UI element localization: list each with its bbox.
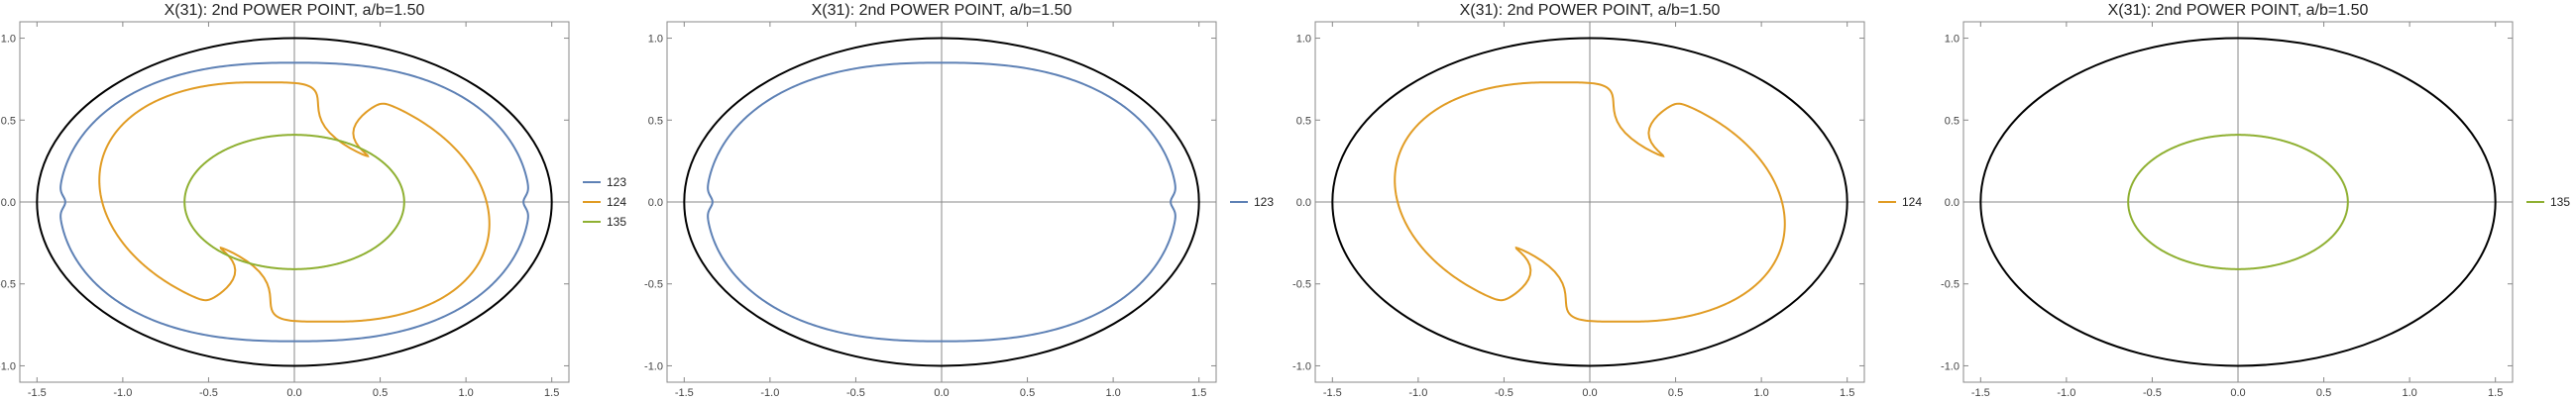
y-tick-label: 0.0 xyxy=(1945,197,1960,209)
y-tick-label: 0.5 xyxy=(1296,115,1311,127)
y-tick-label: -1.0 xyxy=(1292,360,1311,372)
y-tick-label: 0.0 xyxy=(1296,197,1311,209)
legend-label-135: 135 xyxy=(2550,195,2570,209)
x-tick-label: 0.0 xyxy=(934,387,949,399)
x-tick-label: 0.5 xyxy=(2316,387,2331,399)
y-tick-label: 0.5 xyxy=(1945,115,1960,127)
x-tick-label: 1.0 xyxy=(1105,387,1120,399)
x-tick-label: -1.5 xyxy=(1971,387,1990,399)
y-tick-label: -0.5 xyxy=(1941,279,1960,291)
x-tick-label: 1.0 xyxy=(1753,387,1768,399)
x-tick-label: 0.0 xyxy=(286,387,301,399)
x-tick-label: 0.5 xyxy=(373,387,388,399)
x-tick-label: 0.0 xyxy=(2230,387,2245,399)
series-line-135 xyxy=(2127,134,2349,270)
x-tick-label: -1.0 xyxy=(1408,387,1427,399)
x-tick-label: 1.5 xyxy=(2488,387,2503,399)
chart-panel-3: X(31): 2nd POWER POINT, a/b=1.50 -1.5 -1.0… xyxy=(1292,2,1922,399)
y-tick-label: 1.0 xyxy=(1945,34,1960,46)
chart-panel-2: X(31): 2nd POWER POINT, a/b=1.50 -1.5 -1.0… xyxy=(644,2,1274,399)
y-tick-label: -1.0 xyxy=(0,360,16,372)
legend-label-135: 135 xyxy=(607,215,626,229)
x-tick-label: -1.5 xyxy=(1323,387,1342,399)
chart-title: X(31): 2nd POWER POINT, a/b=1.50 xyxy=(812,2,1072,19)
x-tick-label: 1.5 xyxy=(1840,387,1854,399)
x-tick-label: -1.5 xyxy=(28,387,47,399)
reference-ellipse xyxy=(1331,37,1848,367)
y-tick-label: -1.0 xyxy=(644,360,663,372)
x-tick-label: -1.0 xyxy=(2057,387,2075,399)
reference-ellipse xyxy=(683,37,1200,367)
chart-title: X(31): 2nd POWER POINT, a/b=1.50 xyxy=(165,2,425,19)
y-tick-label: -0.5 xyxy=(644,279,663,291)
y-tick-label: 0.5 xyxy=(648,115,663,127)
reference-ellipse xyxy=(36,37,553,367)
y-tick-label: 0.0 xyxy=(1,197,16,209)
x-tick-label: -1.5 xyxy=(675,387,694,399)
x-tick-label: 0.5 xyxy=(1020,387,1035,399)
x-tick-label: -0.5 xyxy=(1495,387,1513,399)
legend-label-123: 123 xyxy=(607,175,626,189)
legend-label-124: 124 xyxy=(607,195,626,209)
chart-panel-1: X(31): 2nd POWER POINT, a/b=1.50 -1.5 -1.0… xyxy=(0,2,626,399)
x-tick-label: -0.5 xyxy=(199,387,218,399)
y-tick-label: 0.0 xyxy=(648,197,663,209)
x-tick-label: -0.5 xyxy=(846,387,865,399)
y-tick-label: 1.0 xyxy=(648,34,663,46)
x-tick-label: -0.5 xyxy=(2143,387,2162,399)
x-tick-label: 1.5 xyxy=(1191,387,1206,399)
y-tick-label: 1.0 xyxy=(1,34,16,46)
x-tick-label: 1.0 xyxy=(2402,387,2416,399)
x-tick-label: -1.0 xyxy=(760,387,779,399)
series-line-123 xyxy=(707,61,1176,343)
legend-label-124: 124 xyxy=(1902,195,1922,209)
chart-panel-4: X(31): 2nd POWER POINT, a/b=1.50 -1.5 -1.0… xyxy=(1941,2,2570,399)
x-tick-label: 0.5 xyxy=(1668,387,1683,399)
y-tick-label: -0.5 xyxy=(0,279,16,291)
chart-title: X(31): 2nd POWER POINT, a/b=1.50 xyxy=(1460,2,1721,19)
x-tick-label: 1.5 xyxy=(544,387,559,399)
x-tick-label: 0.0 xyxy=(1582,387,1597,399)
x-tick-label: 1.0 xyxy=(458,387,473,399)
series-line-124 xyxy=(1394,81,1786,323)
series-line-123 xyxy=(59,61,529,343)
x-tick-label: -1.0 xyxy=(113,387,132,399)
legend-label-123: 123 xyxy=(1254,195,1274,209)
y-tick-label: 0.5 xyxy=(1,115,16,127)
y-tick-label: -0.5 xyxy=(1292,279,1311,291)
series-line-135 xyxy=(183,134,405,270)
y-tick-label: -1.0 xyxy=(1941,360,1960,372)
reference-ellipse xyxy=(1979,37,2497,367)
chart-title: X(31): 2nd POWER POINT, a/b=1.50 xyxy=(2108,2,2369,19)
series-line-124 xyxy=(98,81,491,323)
y-tick-label: 1.0 xyxy=(1296,34,1311,46)
